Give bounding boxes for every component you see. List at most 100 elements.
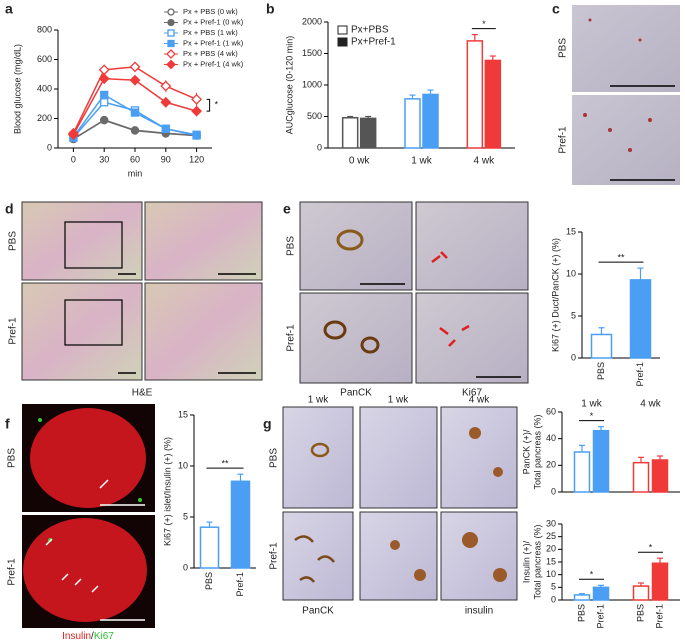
y-tick-label: 2000 <box>302 16 322 26</box>
image <box>415 292 529 384</box>
x-tick-label: PBS <box>576 604 586 622</box>
y-tick-label: 25 <box>546 531 556 541</box>
row-label: PBS <box>558 38 569 58</box>
y-tick-label: 10 <box>546 569 556 579</box>
micrographs-c <box>572 5 680 185</box>
y-axis-label: Ki67 (+) Duct/PanCK (+) (%) <box>550 238 560 352</box>
y-tick-label: 60 <box>546 406 556 416</box>
bar <box>651 562 669 601</box>
y-tick-label: 15 <box>546 556 556 566</box>
point <box>100 98 109 107</box>
caption-part: / <box>91 631 94 642</box>
y-tick-label: 0 <box>551 594 556 604</box>
row-label: PBS <box>269 448 280 468</box>
legend-swatch <box>337 37 348 47</box>
image <box>440 511 518 601</box>
column-header: 1 wk <box>388 395 410 406</box>
y-axis-label: Blood glucose (mg/dL) <box>12 44 22 134</box>
annotation: * <box>590 411 594 421</box>
panel-label: d <box>5 201 14 217</box>
x-tick-label: 60 <box>130 154 140 164</box>
y-tick-label: 200 <box>37 113 52 123</box>
image <box>440 406 518 509</box>
row-label: Pref-1 <box>269 542 280 570</box>
bar <box>632 585 650 601</box>
x-tick-label: 0 wk <box>349 156 371 167</box>
annotation: * <box>482 19 486 29</box>
point <box>67 129 79 141</box>
bar <box>573 451 591 493</box>
bar <box>422 93 439 149</box>
x-tick-label: 4 wk <box>474 156 496 167</box>
image <box>359 406 438 509</box>
y-tick-label: 40 <box>546 433 556 443</box>
caption: PanCK <box>340 388 372 399</box>
annotation: * <box>215 100 219 110</box>
image <box>572 5 680 92</box>
bar <box>573 594 591 601</box>
bar <box>592 586 610 601</box>
bar <box>592 429 610 493</box>
legend-marker <box>166 49 176 59</box>
y-axis-label: Ki67 (+) islet/Insulin (+) (%) <box>162 437 172 546</box>
point <box>98 73 110 85</box>
significance-bracket <box>206 98 211 112</box>
y-axis-label: Total pancreas (%) <box>532 524 542 599</box>
y-tick-label: 0 <box>183 562 188 572</box>
y-tick-label: 20 <box>546 544 556 554</box>
y-axis-label: Insulin (+)/ <box>521 540 531 583</box>
image <box>572 95 680 185</box>
y-axis-label: AUCglucose (0-120 min) <box>284 36 294 135</box>
bar <box>651 459 669 493</box>
y-tick-label: 0 <box>571 352 576 362</box>
y-tick-label: 10 <box>178 460 188 470</box>
legend-label: Px + Pref-1 (1 wk) <box>183 38 244 47</box>
legend-swatch <box>337 25 348 35</box>
bar <box>359 117 377 149</box>
point <box>160 80 172 92</box>
legend-label: Px + Pref-1 (4 wk) <box>183 59 244 68</box>
legend-label: Px + PBS (1 wk) <box>183 28 238 37</box>
point <box>98 64 110 76</box>
y-axis-label: Total pancreas (%) <box>532 414 542 489</box>
image <box>282 511 354 601</box>
legend-marker <box>167 29 175 37</box>
image <box>299 292 413 384</box>
bar <box>230 480 251 569</box>
point <box>129 74 141 86</box>
point <box>191 93 203 105</box>
panel-label: c <box>552 1 560 17</box>
micrographs-d <box>21 201 263 381</box>
legend-label: Px+PBS <box>351 25 389 36</box>
x-tick-label: PBS <box>204 572 214 590</box>
caption: PanCK <box>302 606 334 617</box>
caption: Ki67 <box>462 388 482 399</box>
legend-label: Px + PBS (0 wk) <box>183 7 238 16</box>
caption-part: Ki67 <box>94 631 114 642</box>
point <box>129 61 141 73</box>
y-tick-label: 400 <box>37 83 52 93</box>
row-label: PBS <box>286 236 297 256</box>
y-tick-label: 1000 <box>302 79 322 89</box>
x-tick-label: Pref-1 <box>654 604 664 629</box>
point <box>192 131 201 140</box>
caption-part: Insulin <box>62 631 91 642</box>
x-tick-label: PBS <box>596 362 606 380</box>
image <box>415 201 529 291</box>
x-tick-label: 30 <box>99 154 109 164</box>
caption: H&E <box>132 388 153 399</box>
panel-label: g <box>263 416 272 432</box>
bar <box>199 526 220 569</box>
image <box>144 201 263 281</box>
y-tick-label: 15 <box>566 226 576 236</box>
group-label: 4 wk <box>640 399 662 410</box>
image <box>299 201 413 291</box>
panel-label: a <box>5 1 13 17</box>
bar <box>341 117 359 149</box>
bar <box>484 59 502 149</box>
bar <box>404 98 421 149</box>
row-label: Pref-1 <box>7 558 18 586</box>
bar <box>632 461 650 493</box>
image <box>282 406 354 509</box>
image <box>359 511 438 601</box>
